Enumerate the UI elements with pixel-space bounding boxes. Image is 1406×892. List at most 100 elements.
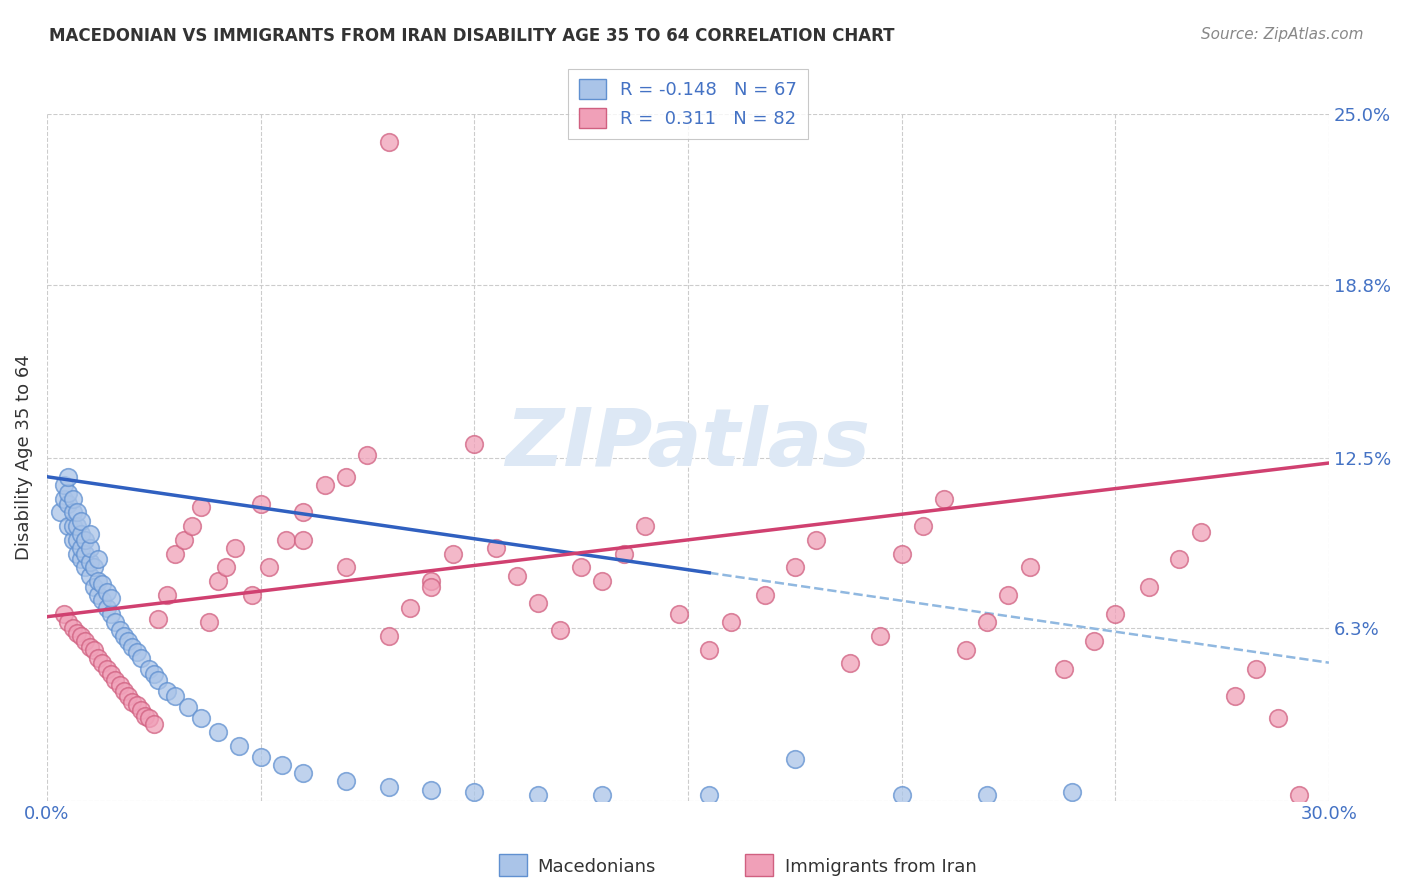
Point	[75, 533, 97, 547]
Point	[955, 642, 977, 657]
Point	[997, 588, 1019, 602]
Point	[249, 497, 271, 511]
Point	[839, 657, 862, 671]
Point	[207, 725, 229, 739]
Point	[215, 560, 238, 574]
Point	[53, 478, 76, 492]
Text: ZIPatlas: ZIPatlas	[505, 405, 870, 483]
Point	[87, 552, 110, 566]
Point	[75, 634, 97, 648]
Point	[48, 505, 70, 519]
Point	[399, 601, 422, 615]
Point	[484, 541, 506, 555]
Point	[87, 574, 110, 588]
Point	[292, 533, 315, 547]
Point	[62, 621, 84, 635]
Point	[121, 695, 143, 709]
Point	[70, 541, 93, 555]
Point	[173, 533, 195, 547]
Point	[335, 469, 357, 483]
Point	[79, 541, 101, 555]
Point	[1018, 560, 1040, 574]
Point	[720, 615, 742, 630]
Point	[58, 486, 80, 500]
Point	[697, 642, 720, 657]
Point	[314, 478, 336, 492]
Point	[117, 690, 139, 704]
Text: MACEDONIAN VS IMMIGRANTS FROM IRAN DISABILITY AGE 35 TO 64 CORRELATION CHART: MACEDONIAN VS IMMIGRANTS FROM IRAN DISAB…	[49, 27, 894, 45]
Point	[190, 711, 212, 725]
Point	[58, 497, 80, 511]
Point	[890, 547, 912, 561]
Point	[634, 519, 657, 533]
Point	[100, 591, 122, 605]
Point	[591, 788, 613, 802]
Point	[155, 588, 177, 602]
Point	[87, 588, 110, 602]
Point	[527, 596, 550, 610]
Point	[165, 690, 187, 704]
Point	[527, 788, 550, 802]
Y-axis label: Disability Age 35 to 64: Disability Age 35 to 64	[15, 355, 32, 560]
Point	[228, 739, 250, 753]
Point	[783, 752, 806, 766]
Point	[591, 574, 613, 588]
Point	[58, 615, 80, 630]
Point	[96, 585, 118, 599]
Point	[198, 615, 221, 630]
Point	[53, 491, 76, 506]
Point	[83, 580, 105, 594]
Point	[75, 547, 97, 561]
Point	[134, 708, 156, 723]
Point	[121, 640, 143, 654]
Point	[976, 788, 998, 802]
Point	[181, 519, 204, 533]
Point	[79, 640, 101, 654]
Point	[420, 580, 443, 594]
Point	[1244, 662, 1267, 676]
Point	[100, 607, 122, 621]
Point	[1104, 607, 1126, 621]
Point	[890, 788, 912, 802]
Point	[668, 607, 690, 621]
Point	[420, 782, 443, 797]
Point	[356, 448, 378, 462]
Text: Source: ZipAtlas.com: Source: ZipAtlas.com	[1201, 27, 1364, 42]
Point	[87, 651, 110, 665]
Point	[292, 766, 315, 780]
Point	[91, 657, 114, 671]
Point	[377, 780, 399, 794]
Point	[79, 527, 101, 541]
Point	[53, 607, 76, 621]
Legend: R = -0.148   N = 67, R =  0.311   N = 82: R = -0.148 N = 67, R = 0.311 N = 82	[568, 69, 808, 139]
Point	[420, 574, 443, 588]
Point	[66, 547, 89, 561]
Point	[58, 469, 80, 483]
Point	[62, 491, 84, 506]
Point	[190, 500, 212, 514]
Point	[548, 624, 571, 638]
Point	[869, 629, 891, 643]
Point	[240, 588, 263, 602]
Point	[70, 629, 93, 643]
Point	[569, 560, 592, 574]
Point	[976, 615, 998, 630]
Point	[271, 758, 294, 772]
Point	[104, 673, 127, 687]
Point	[125, 645, 148, 659]
Point	[257, 560, 280, 574]
Point	[783, 560, 806, 574]
Point	[463, 437, 485, 451]
Point	[1223, 690, 1246, 704]
Point	[70, 527, 93, 541]
Point	[83, 642, 105, 657]
Point	[1168, 552, 1191, 566]
Point	[377, 135, 399, 149]
Point	[146, 673, 169, 687]
Point	[129, 651, 152, 665]
Point	[441, 547, 464, 561]
Point	[96, 601, 118, 615]
Point	[79, 568, 101, 582]
Point	[1062, 785, 1084, 799]
Point	[177, 700, 200, 714]
